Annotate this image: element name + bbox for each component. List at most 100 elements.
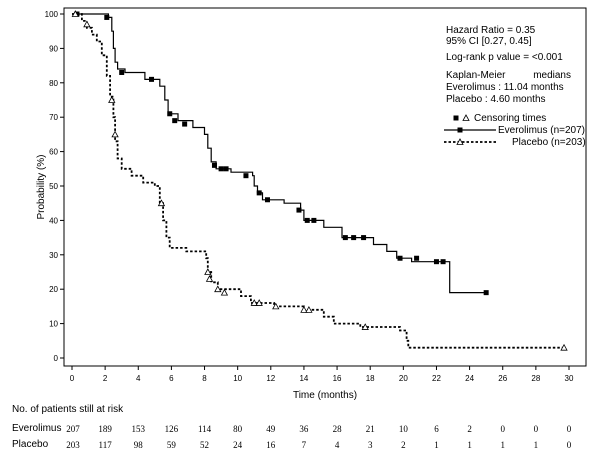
risk-cell: 4 bbox=[334, 440, 340, 450]
x-tick-label: 16 bbox=[333, 374, 342, 383]
censor-mark-everolimus bbox=[223, 166, 229, 172]
censor-mark-everolimus bbox=[304, 217, 310, 223]
y-axis-title: Probability (%) bbox=[36, 154, 47, 219]
y-tick-label: 10 bbox=[49, 320, 58, 329]
risk-cell: 98 bbox=[133, 440, 143, 450]
risk-cell: 1 bbox=[500, 440, 505, 450]
legend-label-everolimus: Everolimus (n=207) bbox=[498, 125, 585, 136]
risk-table-title: No. of patients still at risk bbox=[12, 404, 124, 415]
x-tick-label: 14 bbox=[299, 374, 308, 383]
censor-mark-everolimus bbox=[167, 111, 173, 117]
series-line-placebo bbox=[72, 13, 564, 349]
censor-mark-placebo bbox=[214, 285, 222, 293]
legend-title: Censoring times bbox=[474, 113, 546, 124]
risk-cell: 1 bbox=[434, 440, 439, 450]
censor-mark-placebo bbox=[250, 299, 258, 306]
legend-marker-everolimus bbox=[457, 127, 463, 133]
y-tick-label: 40 bbox=[49, 216, 58, 225]
risk-cell: 6 bbox=[434, 424, 439, 434]
ci-text: 95% CI [0.27, 0.45] bbox=[446, 36, 532, 47]
legend-label-placebo: Placebo (n=203) bbox=[512, 137, 586, 148]
hazard-ratio-text: Hazard Ratio = 0.35 bbox=[446, 25, 536, 36]
censor-mark-everolimus bbox=[361, 235, 367, 241]
legend-marker-placebo bbox=[456, 138, 464, 145]
risk-cell: 189 bbox=[98, 424, 112, 434]
risk-cell: 21 bbox=[365, 424, 375, 434]
legend-censor-square bbox=[453, 115, 459, 121]
censor-mark-placebo bbox=[108, 96, 116, 103]
censor-mark-everolimus bbox=[433, 259, 439, 265]
censor-mark-everolimus bbox=[414, 255, 420, 261]
censor-mark-everolimus bbox=[440, 259, 446, 265]
y-tick-label: 100 bbox=[45, 10, 59, 19]
risk-cell: 24 bbox=[233, 440, 243, 450]
km-label: Kaplan-Meier bbox=[446, 70, 506, 81]
censor-mark-everolimus bbox=[243, 173, 249, 179]
x-tick-label: 0 bbox=[70, 374, 75, 383]
risk-cell: 36 bbox=[299, 424, 309, 434]
series-line-everolimus bbox=[72, 13, 487, 294]
risk-cell: 1 bbox=[467, 440, 472, 450]
x-tick-label: 12 bbox=[266, 374, 275, 383]
risk-cell: 80 bbox=[233, 424, 243, 434]
plot-frame bbox=[63, 7, 587, 367]
censor-mark-placebo bbox=[205, 275, 214, 282]
x-tick-label: 2 bbox=[103, 374, 108, 383]
censor-mark-placebo bbox=[361, 323, 369, 330]
y-tick-label: 80 bbox=[49, 79, 58, 88]
censor-mark-placebo bbox=[255, 299, 263, 306]
risk-cell: 7 bbox=[301, 440, 307, 450]
everolimus-median-text: Everolimus : 11.04 months bbox=[446, 82, 564, 93]
risk-cell: 1 bbox=[533, 440, 539, 450]
censor-mark-placebo bbox=[300, 306, 308, 313]
censor-mark-placebo bbox=[204, 268, 212, 275]
censor-mark-placebo bbox=[560, 343, 568, 351]
x-tick-label: 8 bbox=[202, 374, 207, 383]
risk-cell: 203 bbox=[66, 440, 80, 450]
y-tick-label: 0 bbox=[54, 354, 59, 363]
censor-mark-everolimus bbox=[218, 166, 224, 172]
risk-cell: 52 bbox=[200, 440, 210, 450]
x-tick-label: 22 bbox=[432, 374, 441, 383]
risk-cell: 2 bbox=[401, 440, 406, 450]
censor-mark-everolimus bbox=[397, 255, 403, 261]
x-tick-label: 26 bbox=[498, 374, 507, 383]
risk-cell: 114 bbox=[197, 424, 212, 434]
risk-cell: 49 bbox=[266, 424, 276, 434]
x-tick-label: 24 bbox=[465, 374, 474, 383]
medians-label: medians bbox=[533, 70, 571, 81]
x-axis-title: Time (months) bbox=[293, 390, 357, 400]
censor-mark-placebo bbox=[111, 130, 119, 138]
risk-cell: 2 bbox=[467, 424, 472, 434]
censor-mark-everolimus bbox=[311, 217, 317, 223]
censor-mark-placebo bbox=[83, 20, 91, 28]
risk-cell: 3 bbox=[367, 440, 373, 450]
censor-mark-everolimus bbox=[172, 118, 178, 124]
censor-mark-placebo bbox=[272, 302, 280, 310]
censor-mark-everolimus bbox=[119, 69, 125, 75]
censor-mark-everolimus bbox=[342, 235, 348, 241]
censor-mark-everolimus bbox=[351, 235, 357, 241]
risk-cell: 153 bbox=[131, 424, 146, 434]
risk-cell: 0 bbox=[566, 440, 572, 450]
risk-cell: 126 bbox=[164, 424, 179, 434]
risk-cell: 117 bbox=[98, 440, 112, 450]
censor-mark-everolimus bbox=[104, 14, 110, 20]
x-tick-label: 6 bbox=[169, 374, 174, 383]
x-tick-label: 10 bbox=[233, 374, 242, 383]
y-tick-label: 20 bbox=[49, 285, 58, 294]
risk-row-label: Placebo bbox=[12, 439, 49, 450]
censor-mark-everolimus bbox=[296, 207, 302, 213]
censor-mark-everolimus bbox=[149, 76, 155, 82]
y-tick-label: 70 bbox=[49, 113, 58, 122]
km-chart: 0 2 4 6 8 10 12 14 16 18 20 22 24 26 28 300102030405060… bbox=[36, 7, 587, 400]
censor-mark-everolimus bbox=[182, 121, 188, 127]
risk-cell: 207 bbox=[66, 424, 80, 434]
x-tick-label: 30 bbox=[565, 374, 574, 383]
y-tick-label: 50 bbox=[49, 182, 58, 191]
risk-cell: 16 bbox=[266, 440, 276, 450]
risk-cell: 28 bbox=[332, 424, 342, 434]
x-tick-label: 18 bbox=[366, 374, 375, 383]
censor-mark-placebo bbox=[157, 199, 166, 207]
legend-censor-triangle bbox=[462, 114, 470, 121]
